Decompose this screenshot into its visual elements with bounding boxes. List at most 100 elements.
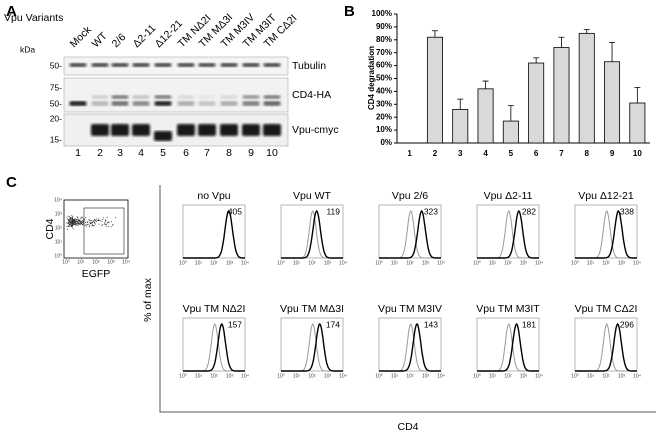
dot [72,220,74,222]
error-bar [507,105,514,122]
error-bar [457,98,464,110]
dot [105,220,107,222]
dot [85,217,87,219]
hist-tick: 10³ [422,373,430,379]
hist-tick: 10¹ [293,260,301,266]
dot [80,222,82,224]
dot [89,225,91,227]
dot [70,225,72,227]
lane-number: 3 [117,147,123,159]
x-tick-label: 9 [610,149,615,158]
lane-number: 9 [248,147,254,159]
band [69,101,87,106]
band [132,124,150,136]
hist-tick: 10¹ [195,260,203,266]
band [91,63,109,67]
panel-label: B [344,3,355,20]
error-bar [558,36,565,48]
dot [82,221,84,223]
band [220,63,238,67]
y-tick-label: 30% [376,99,392,108]
mfi: 143 [424,319,438,329]
dot [107,225,109,227]
x-tick-label: 3 [458,149,463,158]
blot-label: Vpu-cmyc [292,124,339,136]
hist-tick: 10⁰ [179,260,187,266]
band [220,124,238,136]
dot [66,222,68,224]
dot [104,223,106,225]
lane-number: 7 [204,147,210,159]
mfi: 282 [522,206,536,216]
dot [75,219,77,220]
band [154,101,172,106]
bar [426,36,443,144]
x-tick-label: 1 [407,149,412,158]
hist-tick: 10¹ [391,260,399,266]
lane-number: 2 [97,147,103,159]
dot [94,218,96,220]
hist-tick: 10⁴ [437,260,445,266]
hist-tick: 10³ [618,373,626,379]
marker-label: 50- [50,60,62,70]
dot [106,223,107,225]
bar [578,32,595,144]
dot [98,223,100,225]
sample-curve [477,209,539,259]
lane-number: 8 [226,147,232,159]
error-bar [533,57,540,64]
dot [88,219,90,221]
hist-tick: 10⁴ [437,373,445,379]
dot [69,222,71,224]
dot [107,222,109,224]
dot [70,217,72,219]
band [242,95,260,99]
sample-curve [477,322,539,372]
dot [93,225,95,227]
dot [72,221,74,223]
hist-tick: 10⁰ [179,373,187,379]
y-tick-label: 60% [376,61,392,70]
dot [85,221,87,223]
dot [81,224,83,226]
lane-number: 6 [183,147,189,159]
bar [604,61,621,144]
dot [96,218,98,220]
control-curve [575,210,637,259]
dot [69,224,71,226]
dot [102,219,104,221]
bar [452,109,469,144]
gate [83,207,125,255]
y-tick-label: 80% [376,35,392,44]
hist-tick: 10² [406,260,414,266]
dot [69,219,71,220]
dot [108,221,110,223]
band [132,95,150,99]
dot [84,224,86,226]
dot [79,223,81,225]
dot [77,222,79,224]
mfi: 157 [228,319,242,329]
lane-label: Δ2-11 [131,22,159,50]
hist-title: Vpu TM M3IV [378,303,442,315]
hist-tick: 10¹ [587,373,595,379]
band [220,95,238,99]
dot-y-label: CD4 [44,218,56,239]
hist-title: Vpu WT [293,190,332,202]
bar [528,62,545,144]
dot [90,223,92,225]
hist-tick: 10¹ [489,373,497,379]
dot [71,215,73,217]
dot-y-tick: 10² [55,225,63,231]
error-bar [431,30,438,38]
dot [74,218,75,220]
dot [101,224,103,226]
dot [77,218,79,220]
hist-title: Vpu TM M3IT [476,303,540,315]
dot [104,221,106,223]
band [154,95,172,99]
band [91,95,109,99]
hist-title: Vpu TM NΔ2I [183,303,246,315]
hist-tick: 10³ [226,260,234,266]
dot [76,223,78,225]
